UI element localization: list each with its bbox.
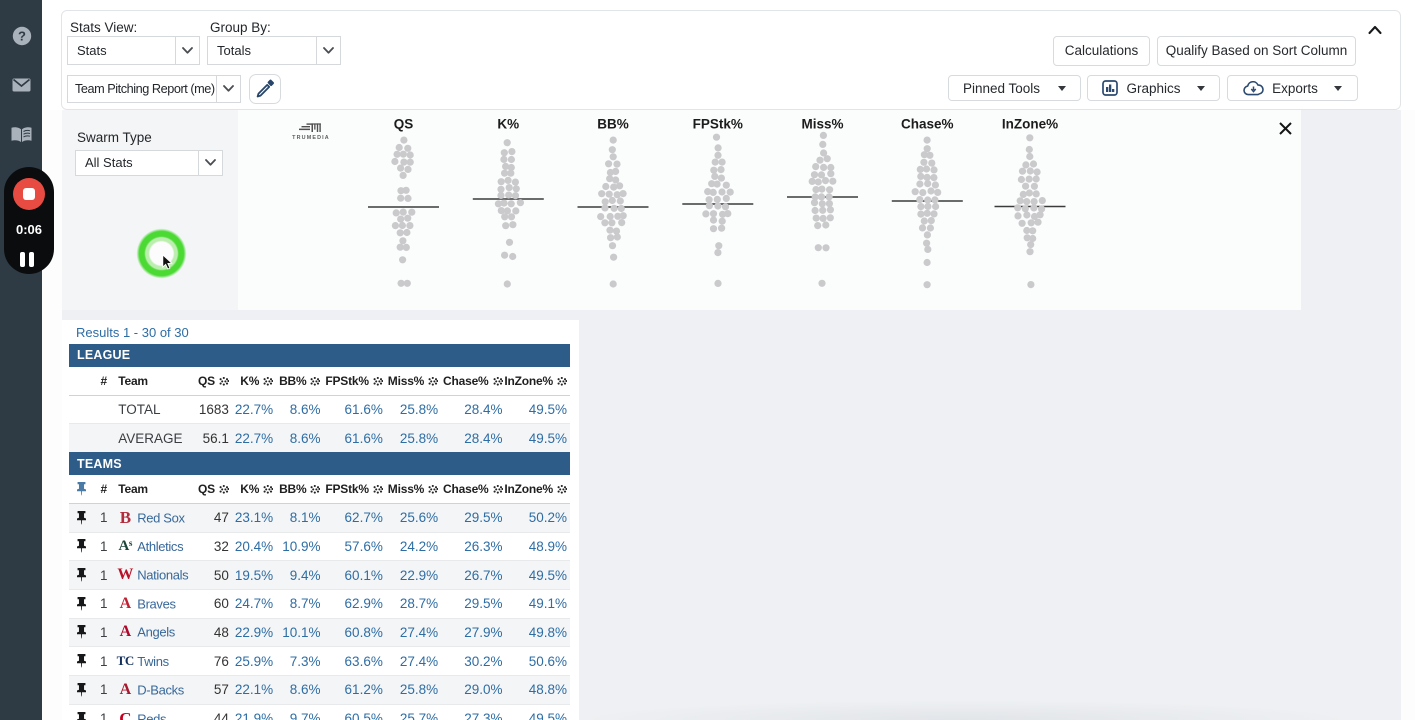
svg-text:?: ? [18, 29, 26, 44]
svg-text:BB%: BB% [597, 117, 629, 132]
svg-text:K%: K% [497, 117, 519, 132]
svg-text:Miss%: Miss% [801, 117, 843, 132]
svg-text:Chase%: Chase% [901, 117, 954, 132]
svg-text:QS: QS [394, 117, 414, 132]
svg-text:FPStk%: FPStk% [693, 117, 743, 132]
svg-text:InZone%: InZone% [1002, 117, 1058, 132]
svg-text:TRUMEDIA: TRUMEDIA [292, 135, 330, 141]
